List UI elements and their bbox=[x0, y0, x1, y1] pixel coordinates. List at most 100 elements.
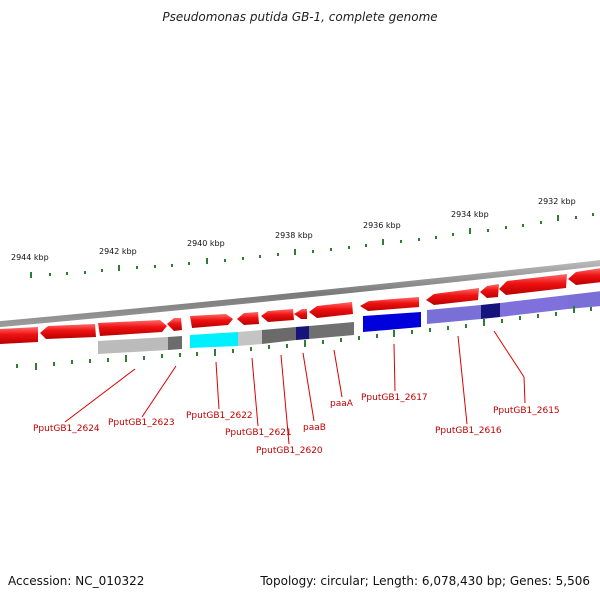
tick bbox=[30, 272, 32, 278]
tick bbox=[89, 359, 91, 363]
gene-arrow bbox=[568, 268, 600, 285]
leader-line bbox=[333, 349, 343, 398]
leader-line bbox=[493, 330, 525, 378]
backbone-ring bbox=[0, 260, 600, 328]
blast-hit-periwinkle bbox=[500, 295, 568, 317]
blast-hit-track bbox=[98, 291, 600, 354]
gene-label: PputGB1_2622 bbox=[186, 411, 253, 421]
gene-arrow bbox=[261, 309, 294, 322]
tick bbox=[573, 306, 575, 313]
gene-arrow bbox=[499, 274, 567, 295]
blast-hit-periwinkle bbox=[427, 305, 481, 324]
tick bbox=[592, 213, 594, 216]
tick bbox=[294, 249, 296, 255]
gene-arrow bbox=[294, 309, 307, 319]
gene-label: PputGB1_2621 bbox=[225, 428, 292, 438]
gene-arrow bbox=[167, 318, 182, 331]
tick bbox=[537, 314, 539, 318]
tick bbox=[118, 265, 120, 271]
scale-label-2944kbp: 2944 kbp bbox=[11, 253, 49, 262]
tick bbox=[447, 326, 449, 330]
scale-label-2934kbp: 2934 kbp bbox=[451, 210, 489, 219]
tick bbox=[286, 344, 288, 348]
tick bbox=[154, 265, 156, 268]
blast-hit-cyan bbox=[190, 332, 238, 348]
gene-arrow bbox=[98, 320, 167, 336]
tick bbox=[501, 319, 503, 323]
gene-label: paaB bbox=[303, 423, 326, 433]
tick bbox=[214, 349, 216, 356]
blast-hit-dark-gray bbox=[309, 322, 354, 339]
blast-hit-navy bbox=[481, 303, 500, 319]
scale-label-2942kbp: 2942 kbp bbox=[99, 247, 137, 256]
tick bbox=[66, 272, 68, 275]
tick bbox=[312, 250, 314, 253]
gene-label: PputGB1_2623 bbox=[108, 418, 175, 428]
tick bbox=[101, 269, 103, 272]
scale-label-2932kbp: 2932 kbp bbox=[538, 197, 576, 206]
tick bbox=[242, 257, 244, 260]
tick bbox=[107, 358, 109, 362]
forward-strand-genes bbox=[0, 268, 600, 344]
tick bbox=[250, 347, 252, 351]
gene-arrow bbox=[360, 297, 419, 311]
gene-arrow bbox=[237, 312, 259, 325]
gene-label: PputGB1_2624 bbox=[33, 424, 100, 434]
blast-hit-light-gray bbox=[98, 337, 168, 354]
tick bbox=[483, 319, 485, 326]
leader-line bbox=[251, 357, 259, 427]
tick bbox=[16, 364, 18, 368]
gene-arrow bbox=[0, 327, 38, 344]
map-title: Pseudomonas putida GB-1, complete genome bbox=[162, 10, 438, 24]
tick bbox=[393, 330, 395, 337]
scale-label-2936kbp: 2936 kbp bbox=[363, 221, 401, 230]
tick bbox=[376, 334, 378, 338]
gene-arrow bbox=[480, 284, 499, 298]
tick bbox=[469, 228, 471, 234]
blast-hit-navy bbox=[296, 326, 309, 340]
gene-arrow bbox=[40, 324, 96, 339]
tick bbox=[555, 312, 557, 316]
gene-labels: PputGB1_2624 PputGB1_2623 PputGB1_2622 P… bbox=[33, 393, 560, 456]
leader-line bbox=[302, 352, 315, 422]
tick bbox=[429, 328, 431, 332]
scale-labels: 2944 kbp 2942 kbp 2940 kbp 2938 kbp 2936… bbox=[11, 197, 576, 262]
leader-line bbox=[141, 365, 177, 418]
blast-hit-dark-gray bbox=[262, 327, 296, 344]
leader-line bbox=[280, 354, 290, 445]
accession-text: Accession: NC_010322 bbox=[8, 574, 145, 588]
tick bbox=[304, 340, 306, 347]
tick bbox=[590, 307, 592, 311]
blast-hit-light-gray bbox=[238, 330, 262, 346]
label-leader-lines bbox=[64, 330, 526, 445]
blast-hit-blue bbox=[363, 312, 421, 332]
leader-line bbox=[523, 376, 526, 404]
tick bbox=[143, 356, 145, 360]
leader-line bbox=[64, 368, 136, 423]
gene-label: PputGB1_2615 bbox=[493, 406, 560, 416]
tick bbox=[411, 330, 413, 334]
tick bbox=[259, 255, 261, 258]
genome-summary-text: Topology: circular; Length: 6,078,430 bp… bbox=[260, 574, 590, 588]
leader-line bbox=[215, 361, 220, 410]
gene-arrow bbox=[426, 288, 479, 305]
tick bbox=[179, 353, 181, 357]
tick bbox=[136, 266, 138, 269]
blast-hit-periwinkle bbox=[568, 291, 600, 309]
gene-label: PputGB1_2616 bbox=[435, 426, 502, 436]
tick bbox=[188, 262, 190, 265]
tick bbox=[487, 229, 489, 232]
blast-hit-dark-gray bbox=[168, 336, 182, 350]
leader-line bbox=[457, 335, 468, 425]
tick bbox=[522, 224, 524, 227]
tick bbox=[49, 273, 51, 276]
tick bbox=[519, 316, 521, 320]
scale-ticks-inner bbox=[16, 306, 592, 370]
tick bbox=[557, 215, 559, 221]
tick bbox=[505, 226, 507, 229]
tick bbox=[171, 264, 173, 267]
tick bbox=[435, 236, 437, 239]
scale-label-2940kbp: 2940 kbp bbox=[187, 239, 225, 248]
